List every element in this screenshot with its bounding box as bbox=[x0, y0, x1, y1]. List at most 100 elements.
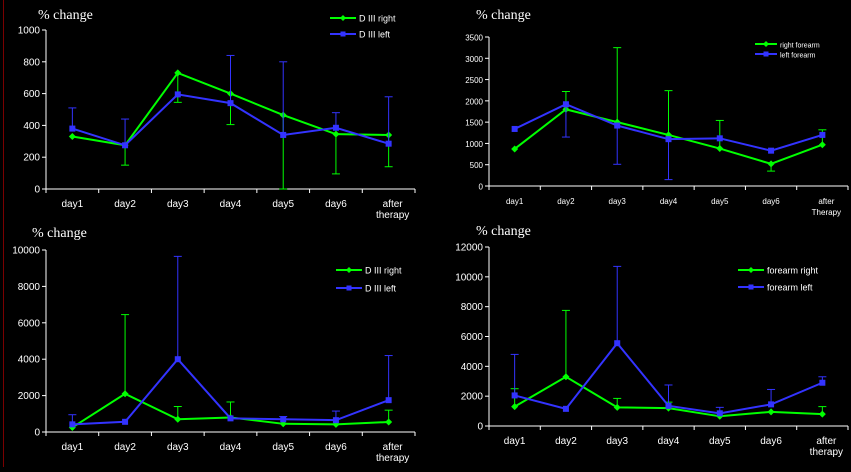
y-tick-label: 2000 bbox=[461, 392, 484, 403]
data-point bbox=[768, 401, 775, 408]
chart-svg: 0 500 1000 1500 2000 2500 3000 3500 day1 day2 day3… bbox=[465, 34, 849, 217]
y-tick-label: 12000 bbox=[455, 243, 483, 254]
x-tick-label: after bbox=[383, 199, 404, 210]
y-tick-label: 10000 bbox=[12, 246, 40, 257]
y-tick-label: 8000 bbox=[18, 282, 41, 293]
x-tick-label: after bbox=[816, 436, 837, 447]
data-point bbox=[562, 405, 569, 412]
x-tick-label: therapy bbox=[810, 447, 843, 458]
chart-panel-2: % change 0 500 1000 1500 2000 2500 3000 3500 day… bbox=[420, 0, 851, 232]
x-tick-label: day1 bbox=[62, 442, 84, 453]
data-point bbox=[511, 125, 518, 132]
legend-label: D III left bbox=[359, 30, 391, 40]
legend-marker bbox=[748, 267, 754, 273]
chart-svg: 0 2000 4000 6000 8000 10000 12000 day1 day2 day3 d… bbox=[455, 243, 849, 458]
data-point bbox=[818, 141, 826, 149]
chart-panel-4: % change 0 2000 4000 6000 8000 10000 12000 day1… bbox=[420, 224, 851, 467]
x-tick-label: after bbox=[383, 442, 404, 453]
legend-marker bbox=[763, 41, 769, 47]
data-point bbox=[280, 416, 287, 423]
left-border-line bbox=[3, 0, 4, 467]
y-axis-title: % change bbox=[476, 8, 531, 23]
y-tick-label: 200 bbox=[23, 153, 40, 164]
legend-label: forearm right bbox=[767, 266, 819, 276]
y-tick-label: 4000 bbox=[461, 362, 484, 373]
x-tick-label: Therapy bbox=[812, 208, 841, 217]
x-tick-label: day1 bbox=[504, 436, 526, 447]
data-point bbox=[562, 101, 569, 108]
data-point bbox=[174, 69, 182, 77]
x-tick-label: therapy bbox=[376, 453, 409, 464]
y-tick-label: 0 bbox=[34, 185, 40, 196]
data-point bbox=[768, 147, 775, 154]
legend-marker bbox=[340, 15, 346, 21]
y-tick-label: 0 bbox=[34, 428, 40, 439]
data-point bbox=[121, 390, 129, 398]
data-point bbox=[614, 340, 621, 347]
x-tick-label: day1 bbox=[506, 197, 524, 206]
y-tick-label: 4000 bbox=[18, 355, 41, 366]
data-point bbox=[385, 397, 392, 404]
y-tick-label: 0 bbox=[479, 183, 484, 192]
legend-label: right forearm bbox=[780, 43, 820, 50]
data-point bbox=[332, 124, 339, 131]
data-point bbox=[818, 410, 826, 418]
y-axis-title: % change bbox=[38, 8, 93, 23]
y-tick-label: 3500 bbox=[465, 34, 483, 43]
legend-label: D III right bbox=[359, 14, 396, 24]
y-tick-label: 600 bbox=[23, 89, 40, 100]
legend-marker bbox=[763, 51, 769, 57]
legend-marker bbox=[346, 267, 352, 273]
x-tick-label: day3 bbox=[606, 436, 628, 447]
legend-marker bbox=[346, 285, 352, 291]
legend-label: D III left bbox=[365, 284, 397, 294]
x-tick-label: therapy bbox=[376, 210, 409, 221]
data-point bbox=[511, 392, 518, 399]
x-tick-label: day6 bbox=[325, 199, 347, 210]
legend-marker bbox=[340, 31, 346, 37]
chart-svg: 0 2000 4000 6000 8000 10000 day1 day2 day3 day4 da… bbox=[12, 246, 416, 464]
x-tick-label: day4 bbox=[660, 197, 678, 206]
y-tick-label: 8000 bbox=[461, 302, 484, 313]
legend-label: left forearm bbox=[780, 53, 816, 60]
y-tick-label: 1000 bbox=[465, 140, 483, 149]
x-tick-label: day2 bbox=[114, 442, 136, 453]
y-tick-label: 2500 bbox=[465, 76, 483, 85]
data-point bbox=[614, 122, 621, 129]
x-tick-label: day5 bbox=[272, 199, 294, 210]
y-tick-label: 800 bbox=[23, 57, 40, 68]
x-tick-label: day6 bbox=[760, 436, 782, 447]
x-tick-label: day4 bbox=[220, 199, 242, 210]
data-point bbox=[174, 356, 181, 363]
y-axis-title: % change bbox=[476, 224, 531, 239]
legend-label: D III right bbox=[365, 266, 402, 276]
data-point bbox=[716, 135, 723, 142]
data-point bbox=[227, 100, 234, 107]
data-point bbox=[613, 403, 621, 411]
y-tick-label: 6000 bbox=[461, 332, 484, 343]
legend-label: forearm left bbox=[767, 283, 813, 293]
data-point bbox=[332, 130, 340, 138]
x-tick-label: day5 bbox=[711, 197, 729, 206]
x-tick-label: day6 bbox=[762, 197, 780, 206]
data-point bbox=[665, 402, 672, 409]
y-tick-label: 1500 bbox=[465, 119, 483, 128]
x-tick-label: day5 bbox=[272, 442, 294, 453]
data-point bbox=[716, 410, 723, 417]
data-point bbox=[819, 131, 826, 138]
x-tick-label: day6 bbox=[325, 442, 347, 453]
data-point bbox=[562, 373, 570, 381]
legend-marker bbox=[748, 284, 754, 290]
data-point bbox=[511, 145, 519, 153]
data-point bbox=[227, 415, 234, 422]
y-tick-label: 6000 bbox=[18, 318, 41, 329]
data-point bbox=[819, 379, 826, 386]
x-tick-label: day4 bbox=[658, 436, 680, 447]
y-tick-label: 400 bbox=[23, 121, 40, 132]
data-point bbox=[122, 418, 129, 425]
data-point bbox=[385, 140, 392, 147]
data-point bbox=[122, 142, 129, 149]
x-tick-label: day2 bbox=[114, 199, 136, 210]
data-point bbox=[716, 145, 724, 153]
y-tick-label: 500 bbox=[470, 161, 484, 170]
